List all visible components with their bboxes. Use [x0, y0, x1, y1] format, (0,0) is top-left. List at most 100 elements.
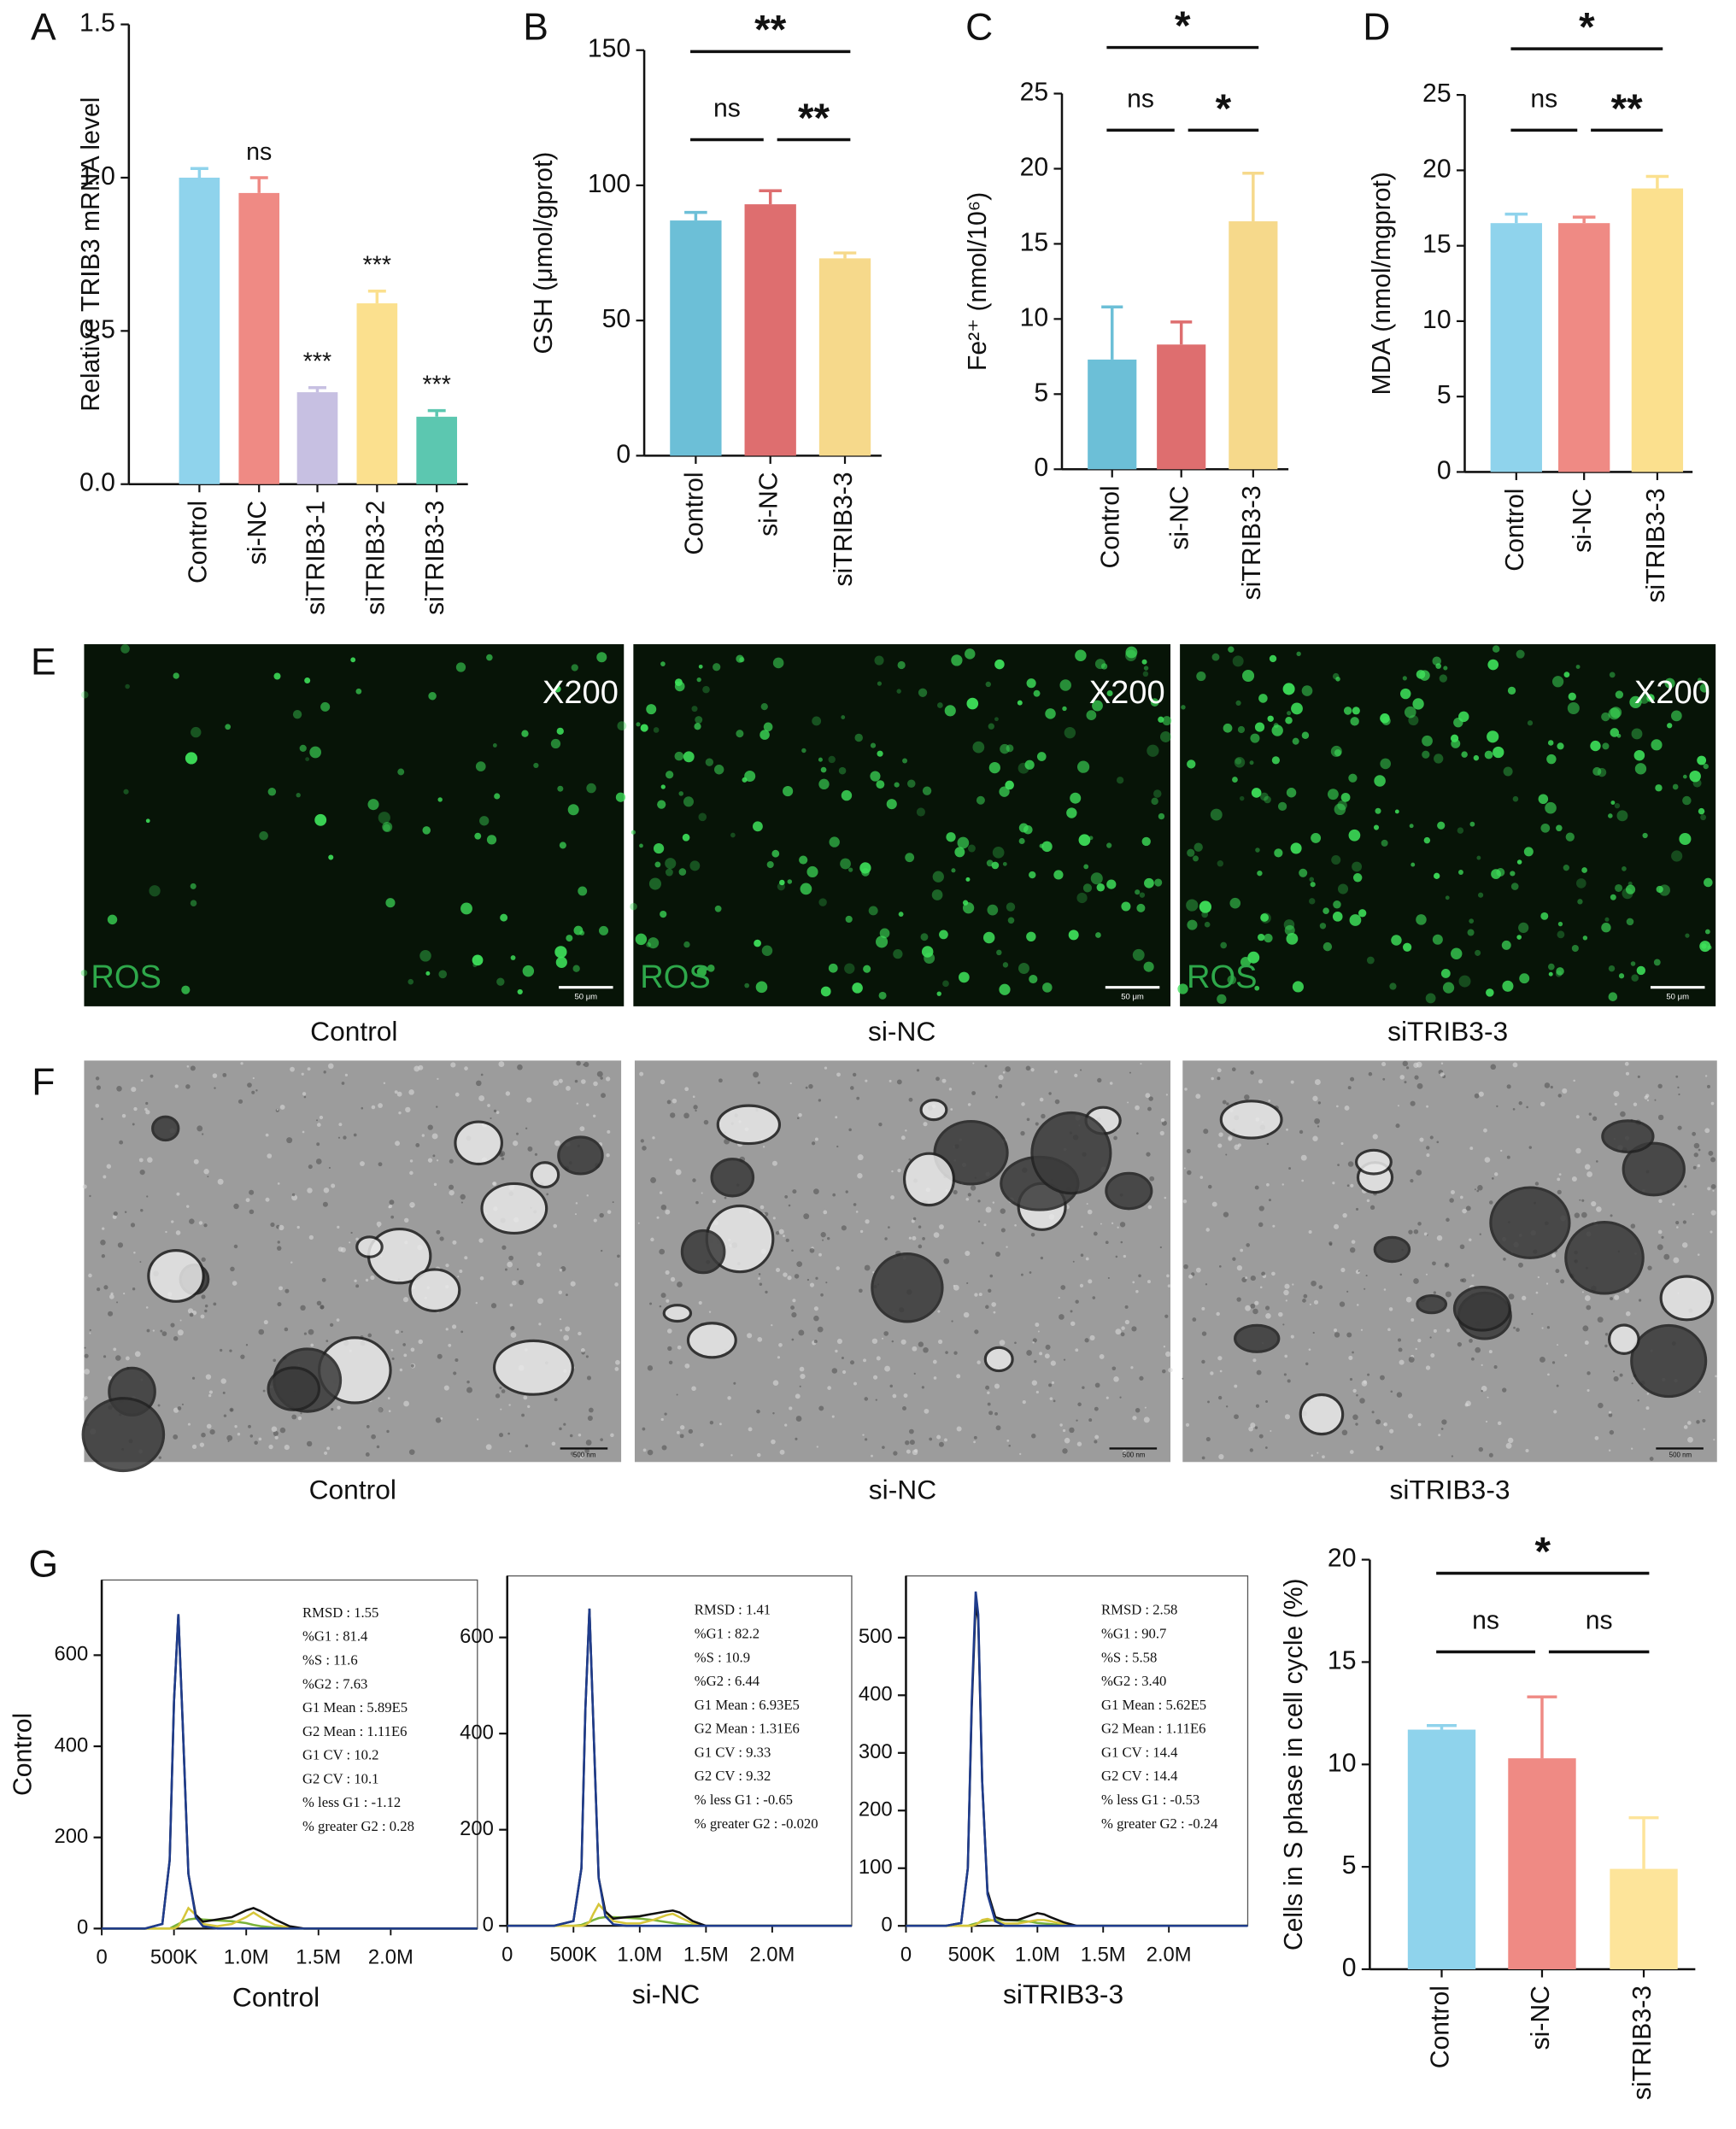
cell	[1240, 957, 1252, 968]
stat-annotation: %S : 5.58	[1101, 1649, 1157, 1665]
texture	[1192, 1317, 1197, 1322]
texture	[1088, 1279, 1093, 1284]
texture	[813, 1306, 818, 1311]
texture	[448, 1343, 452, 1347]
image-background	[633, 644, 1171, 1006]
texture	[709, 1421, 714, 1425]
texture	[948, 1088, 953, 1091]
cell	[1699, 683, 1710, 693]
texture	[327, 1063, 334, 1070]
texture	[1436, 1235, 1443, 1241]
cell	[596, 652, 607, 663]
texture	[1429, 1135, 1434, 1140]
texture	[1187, 1170, 1192, 1176]
texture	[1268, 1199, 1271, 1202]
panel-label: F	[32, 1062, 55, 1104]
cell	[1608, 813, 1613, 818]
texture	[286, 1137, 293, 1144]
cell	[818, 757, 823, 762]
organelle	[1234, 1323, 1281, 1353]
cell	[367, 799, 379, 811]
texture	[586, 1375, 592, 1381]
cell	[1002, 962, 1009, 968]
cell	[1283, 919, 1295, 930]
texture	[1643, 1428, 1645, 1430]
texture	[612, 1201, 614, 1204]
bar	[1229, 221, 1278, 470]
cell	[107, 914, 118, 925]
texture	[399, 1368, 403, 1372]
cell	[1434, 754, 1444, 764]
cell	[1327, 789, 1339, 801]
texture	[857, 1173, 863, 1179]
x-tick-label: 1.5M	[1081, 1943, 1126, 1966]
cell	[1220, 941, 1228, 949]
texture	[816, 1446, 818, 1448]
cell	[820, 986, 831, 997]
cell	[1059, 679, 1071, 691]
texture	[1399, 1075, 1405, 1080]
cell	[479, 816, 490, 826]
texture	[466, 1387, 473, 1393]
texture	[537, 1252, 542, 1256]
texture	[1586, 1389, 1590, 1393]
cell	[898, 912, 904, 917]
texture	[1446, 1328, 1451, 1333]
cell	[557, 785, 564, 792]
texture	[268, 1444, 273, 1450]
texture	[984, 1064, 988, 1068]
texture	[499, 1387, 502, 1390]
y-tick-label: 0.0	[79, 469, 115, 497]
organelle	[871, 1252, 944, 1323]
texture	[1248, 1426, 1253, 1432]
cell	[1563, 865, 1569, 871]
texture	[1513, 1326, 1516, 1329]
texture	[108, 1311, 114, 1317]
organelle	[355, 1235, 384, 1258]
plot-frame	[101, 1579, 478, 1930]
texture	[1334, 1223, 1340, 1229]
texture	[784, 1194, 789, 1199]
texture	[1399, 1359, 1405, 1365]
texture	[945, 1351, 948, 1354]
texture	[248, 1424, 251, 1428]
organelle	[686, 1322, 737, 1359]
texture	[1715, 1375, 1718, 1378]
texture	[1564, 1353, 1568, 1357]
cell	[573, 925, 584, 935]
texture	[103, 1285, 108, 1290]
texture	[1025, 1065, 1031, 1071]
texture	[1516, 1328, 1520, 1332]
texture	[1058, 1296, 1060, 1299]
texture	[1146, 1152, 1151, 1157]
texture	[355, 1284, 360, 1288]
fluorescence-image	[80, 644, 627, 1006]
texture	[1675, 1075, 1679, 1078]
texture	[405, 1106, 411, 1113]
texture	[669, 1158, 672, 1162]
significance-label: ns	[713, 95, 741, 123]
texture	[1588, 1112, 1592, 1116]
texture	[765, 1290, 768, 1294]
texture	[1693, 1152, 1698, 1158]
texture	[733, 1381, 736, 1385]
texture	[1029, 1271, 1032, 1274]
cell	[1076, 760, 1090, 773]
texture	[1006, 1246, 1008, 1248]
cell	[1614, 802, 1621, 809]
cell	[1343, 707, 1352, 715]
texture	[1005, 1066, 1011, 1072]
texture	[490, 1303, 497, 1309]
texture	[1035, 1390, 1039, 1394]
significance-label: ns	[1472, 1607, 1499, 1635]
texture	[526, 1097, 532, 1103]
cell	[1284, 924, 1295, 935]
texture	[1704, 1128, 1710, 1134]
cell	[1608, 707, 1621, 720]
cell	[350, 657, 356, 663]
texture	[410, 1364, 414, 1368]
texture	[1598, 1402, 1604, 1409]
texture	[176, 1192, 180, 1196]
texture	[592, 1114, 596, 1117]
texture	[1124, 1305, 1129, 1309]
